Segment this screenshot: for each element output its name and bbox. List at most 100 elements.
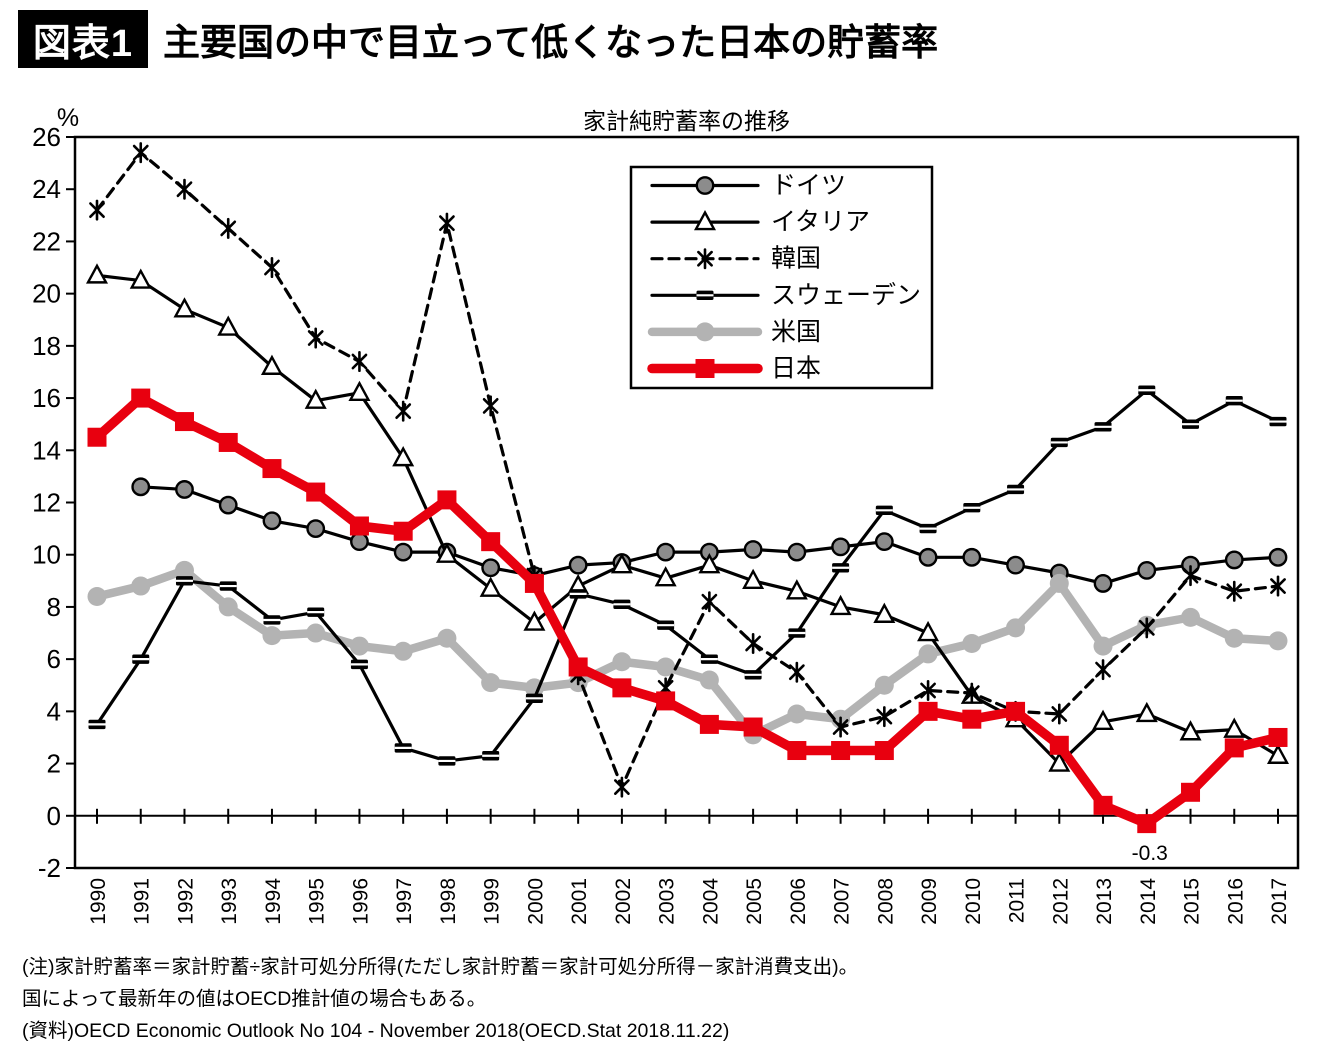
data-point-italy [260, 354, 283, 375]
data-point-germany [218, 495, 238, 515]
data-point-korea [351, 351, 368, 373]
data-point-japan [831, 741, 851, 761]
x-axis-tick-label: 2012 [1049, 878, 1072, 925]
page-title: 主要国の中で目立って低くなった日本の貯蓄率 [163, 22, 939, 63]
x-axis-tick-label: 1991 [131, 878, 154, 925]
data-point-italy [479, 576, 502, 597]
data-point-germany [656, 542, 676, 562]
data-point-korea [307, 327, 324, 349]
data-point-japan [612, 678, 632, 698]
data-point-korea [745, 632, 762, 654]
legend-label-usa: 米国 [771, 318, 821, 346]
data-point-japan [874, 741, 894, 761]
data-point-japan [743, 717, 763, 737]
y-axis-tick-label: 12 [32, 488, 61, 518]
data-point-germany [568, 555, 588, 575]
data-point-japan [787, 741, 807, 761]
y-axis-tick-label: 18 [32, 331, 61, 361]
data-point-usa [1181, 607, 1201, 627]
data-point-germany [918, 547, 938, 567]
data-point-korea [395, 400, 412, 422]
chart-title: 家計純貯蓄率の推移 [583, 108, 790, 134]
data-point-germany [695, 176, 715, 195]
series-line-japan [92, 393, 1283, 829]
data-point-japan [1049, 735, 1069, 755]
x-axis-tick-label: 2010 [962, 878, 985, 925]
data-point-germany [743, 540, 763, 559]
legend-label-germany: ドイツ [771, 172, 846, 200]
legend-item-japan: 日本 [647, 355, 821, 383]
data-point-korea [613, 776, 630, 798]
data-point-japan [695, 359, 715, 378]
chart-notes: (注)家計貯蓄率＝家計貯蓄÷家計可処分所得(ただし家計貯蓄＝家計可処分所得－家計… [22, 951, 858, 1047]
figure-tag-badge: 図表1 [18, 10, 148, 68]
data-point-korea [832, 716, 849, 738]
data-point-korea [89, 199, 105, 221]
data-point-japan [1137, 814, 1157, 834]
data-point-italy [785, 579, 808, 600]
x-axis-tick-label: 2006 [787, 878, 810, 925]
data-point-japan [1181, 782, 1201, 802]
series-line-sweden [95, 388, 1280, 763]
data-point-usa [437, 628, 457, 648]
series-sweden [88, 385, 1287, 766]
y-axis-unit-label: % [57, 104, 79, 132]
data-point-usa [262, 626, 282, 646]
x-axis-tick-label: 2000 [524, 878, 547, 925]
data-point-italy [742, 568, 765, 590]
legend-item-germany: ドイツ [650, 172, 846, 200]
data-point-korea [1226, 580, 1243, 602]
x-axis-tick-label: 1995 [306, 878, 329, 925]
data-point-japan [393, 521, 413, 541]
data-point-italy [173, 297, 196, 318]
x-axis-tick-label: 2008 [874, 878, 897, 925]
data-point-korea [876, 706, 893, 728]
x-axis-tick-label: 1996 [349, 878, 372, 925]
data-point-usa [699, 670, 719, 690]
data-point-germany [175, 480, 194, 499]
data-point-korea [1051, 703, 1068, 725]
data-point-korea [132, 142, 149, 164]
data-point-japan [218, 432, 238, 452]
data-point-korea [176, 178, 193, 200]
y-axis-tick-label: 26 [32, 122, 61, 152]
data-point-italy [693, 209, 717, 231]
data-point-japan [1268, 727, 1288, 747]
data-point-japan [656, 691, 676, 711]
data-point-japan [262, 459, 282, 479]
y-axis-tick-label: 20 [32, 279, 61, 309]
annotation-min-value: -0.3 [1132, 842, 1168, 865]
x-axis-tick-label: 2005 [743, 878, 766, 925]
x-axis: 1990 1991 1992 1993 1994 1995 1996 1997 1998 1999… [87, 808, 1291, 925]
data-point-usa [174, 560, 194, 580]
y-axis-tick-label: 4 [47, 696, 61, 726]
y-axis-tick-label: 16 [32, 383, 61, 413]
data-point-japan [174, 412, 194, 432]
data-point-italy [1092, 709, 1115, 730]
data-point-usa [962, 633, 982, 653]
data-point-italy [1266, 743, 1290, 764]
data-point-usa [612, 652, 632, 672]
data-point-japan [349, 516, 369, 536]
data-point-italy [304, 388, 327, 409]
series-korea [89, 142, 1286, 798]
data-point-usa [1006, 618, 1026, 638]
y-axis-tick-label: 2 [47, 749, 61, 779]
data-point-italy [610, 553, 633, 574]
data-point-korea [1095, 659, 1111, 681]
y-axis-tick-label: 6 [47, 644, 61, 674]
data-point-usa [393, 641, 413, 661]
note-line-3: (資料)OECD Economic Outlook No 104 - Novem… [22, 1020, 730, 1042]
data-point-germany [1006, 555, 1025, 575]
series-line-italy [95, 273, 1280, 766]
data-point-usa [874, 675, 894, 695]
data-point-korea [963, 682, 980, 704]
data-point-korea [220, 217, 237, 239]
data-point-italy [1048, 751, 1071, 772]
data-point-italy [1135, 701, 1158, 723]
x-axis-tick-label: 2016 [1224, 878, 1247, 925]
data-point-usa [1093, 636, 1113, 656]
legend-label-italy: イタリア [771, 208, 870, 236]
